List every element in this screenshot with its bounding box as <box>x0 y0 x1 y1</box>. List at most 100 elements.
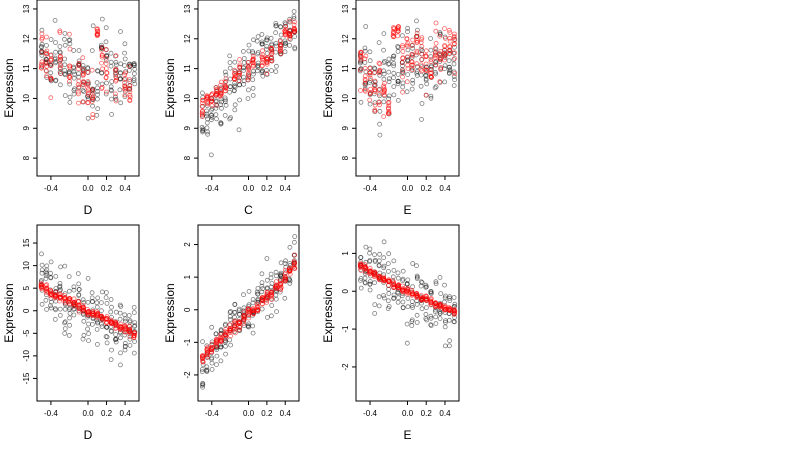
point <box>71 287 77 293</box>
point <box>122 347 128 353</box>
point <box>43 283 49 289</box>
point <box>446 295 452 301</box>
point <box>232 71 238 77</box>
point <box>227 60 233 65</box>
point <box>208 117 214 123</box>
point <box>423 54 429 59</box>
point <box>395 28 401 34</box>
point <box>103 295 109 301</box>
point <box>57 312 63 318</box>
point <box>418 66 424 72</box>
point <box>447 38 453 44</box>
point <box>428 322 434 328</box>
point <box>264 55 270 61</box>
point <box>52 17 58 23</box>
point <box>103 334 109 339</box>
point <box>223 343 228 349</box>
point <box>204 95 210 100</box>
point <box>273 40 279 46</box>
point <box>399 60 405 65</box>
point <box>381 276 387 282</box>
point <box>432 55 438 61</box>
point <box>263 294 269 300</box>
point <box>99 308 104 314</box>
point <box>236 320 242 326</box>
point <box>122 92 128 98</box>
point <box>376 303 382 309</box>
point <box>43 297 49 303</box>
point <box>264 295 270 301</box>
y-tick-label: 10 <box>183 93 192 102</box>
point <box>404 286 410 292</box>
point <box>39 63 44 69</box>
point <box>409 86 415 92</box>
point <box>44 263 50 269</box>
point <box>391 258 397 264</box>
point <box>231 309 237 315</box>
point <box>250 57 256 63</box>
point <box>109 304 114 310</box>
y-tick-label: 10 <box>341 93 350 102</box>
point <box>67 31 72 37</box>
point <box>76 89 81 95</box>
point <box>205 131 211 137</box>
point <box>227 84 233 89</box>
point <box>418 279 424 285</box>
point <box>48 275 54 281</box>
y-tick-label: -2 <box>341 363 350 371</box>
point <box>423 73 429 78</box>
point <box>95 26 100 32</box>
point <box>227 53 233 59</box>
point <box>227 89 233 95</box>
point <box>222 83 228 88</box>
point <box>214 343 220 349</box>
point <box>443 319 448 325</box>
point <box>428 93 434 99</box>
point <box>399 44 405 50</box>
point <box>118 29 123 35</box>
point <box>95 311 101 317</box>
point <box>80 67 86 73</box>
point <box>127 86 133 91</box>
point <box>264 256 270 261</box>
point <box>442 63 448 68</box>
point <box>376 262 382 268</box>
point <box>269 68 274 73</box>
point <box>85 275 91 281</box>
point <box>414 273 420 279</box>
point <box>231 76 237 81</box>
point <box>214 362 219 368</box>
point <box>391 75 396 81</box>
point <box>362 56 368 62</box>
point <box>227 326 233 332</box>
point <box>287 278 293 284</box>
point <box>48 70 54 76</box>
point <box>362 264 368 269</box>
y-tick-label: -5 <box>22 329 31 337</box>
point <box>381 90 387 95</box>
point <box>250 57 256 62</box>
point <box>395 72 401 77</box>
point <box>108 50 114 56</box>
point <box>199 366 205 372</box>
y-tick-label: 11 <box>22 64 31 73</box>
point <box>260 286 266 292</box>
point <box>44 73 49 79</box>
point <box>381 265 387 271</box>
point <box>67 41 73 47</box>
point <box>214 116 219 122</box>
point <box>127 83 133 89</box>
point <box>377 61 383 67</box>
point <box>131 78 137 83</box>
point <box>442 53 448 58</box>
point <box>381 239 387 245</box>
point <box>367 90 373 95</box>
x-tick-label: 0.4 <box>120 409 132 418</box>
point <box>382 58 388 64</box>
point <box>218 335 224 341</box>
point <box>209 324 215 330</box>
point <box>232 59 238 65</box>
point <box>62 330 68 336</box>
point <box>282 49 288 55</box>
point <box>433 62 439 68</box>
